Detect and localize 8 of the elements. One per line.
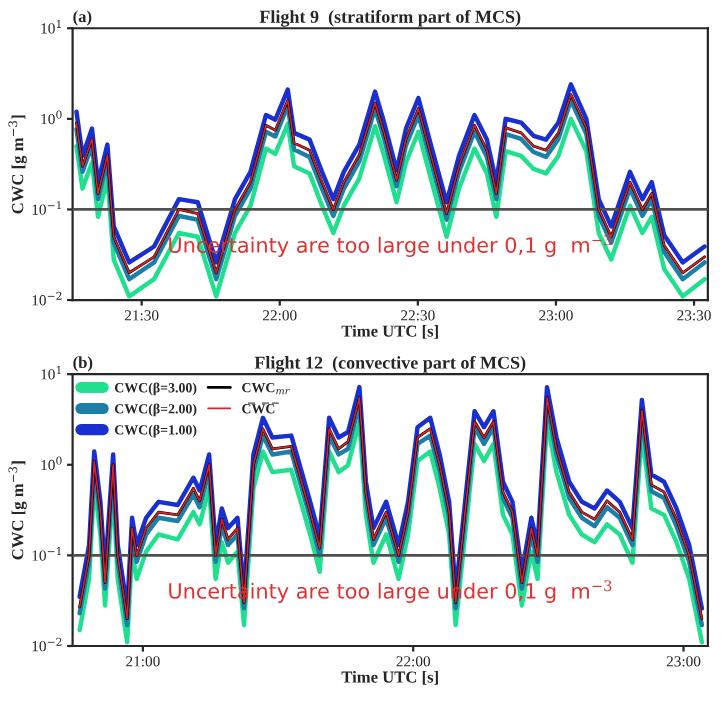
chart-title: Flight 12 (convective part of MCS): [254, 355, 526, 373]
text: (b): [73, 356, 93, 372]
chart-title: Flight 9 (stratiform part of MCS): [259, 9, 521, 27]
y-axis-title: CWC [g m$^{−3}$]: [8, 461, 27, 560]
y-axis-title: CWC [g m$^{−3}$]: [8, 115, 27, 214]
text: (a): [73, 10, 92, 26]
x-axis-title: Time UTC [s]: [341, 670, 438, 685]
x-axis-title: Time UTC [s]: [341, 325, 438, 339]
